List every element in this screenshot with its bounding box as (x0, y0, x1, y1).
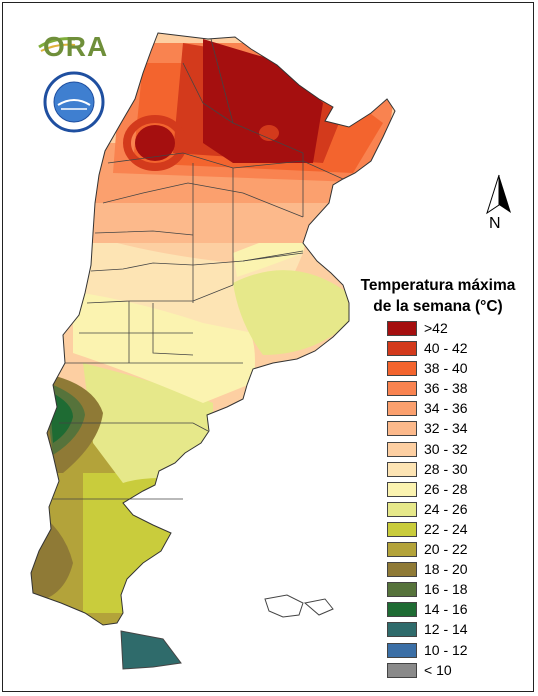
legend-swatch (387, 361, 417, 377)
legend-title: Temperatura máxima de la semana (°C) (345, 275, 531, 317)
hotspot-northwest-ring (123, 115, 187, 171)
ora-logo-text: ORA (43, 31, 109, 62)
legend-item: 36 - 38 (387, 379, 527, 399)
legend-label: 26 - 28 (424, 480, 468, 497)
legend-swatch (387, 622, 417, 638)
legend-label: 14 - 16 (424, 601, 468, 618)
legend-swatch (387, 481, 417, 497)
legend-item: 10 - 12 (387, 641, 527, 661)
legend-swatch (387, 461, 417, 477)
legend-item: 32 - 34 (387, 419, 527, 439)
legend-label: 32 - 34 (424, 420, 468, 437)
legend-label: 10 - 12 (424, 641, 468, 658)
legend-item: 24 - 26 (387, 500, 527, 520)
legend-item: 18 - 20 (387, 560, 527, 580)
legend-swatch (387, 582, 417, 598)
legend-label: 36 - 38 (424, 380, 468, 397)
legend-label: 22 - 24 (424, 520, 468, 537)
zone-24-26-east (233, 270, 349, 355)
legend-item: 38 - 40 (387, 359, 527, 379)
legend-label: 20 - 22 (424, 541, 468, 558)
legend-label: 18 - 20 (424, 561, 468, 578)
legend-label: < 10 (424, 661, 452, 678)
legend-label: 30 - 32 (424, 440, 468, 457)
legend-item: 40 - 42 (387, 339, 527, 359)
hotspot-northwest (135, 125, 175, 161)
legend-swatch (387, 381, 417, 397)
legend-item: 22 - 24 (387, 520, 527, 540)
legend-swatch (387, 401, 417, 417)
legend-swatch (387, 542, 417, 558)
legend-item: 28 - 30 (387, 460, 527, 480)
legend-label: 28 - 30 (424, 460, 468, 477)
ora-logo: ORA (35, 29, 113, 63)
legend-title-line1: Temperatura máxima (360, 277, 516, 294)
legend-label: 34 - 36 (424, 400, 468, 417)
legend-swatch (387, 562, 417, 578)
zone-22-24 (83, 473, 203, 613)
legend-item: 30 - 32 (387, 440, 527, 460)
smn-seal-logo (43, 71, 105, 133)
legend: >42 40 - 42 38 - 40 36 - 38 34 - 36 32 - 34 30… (387, 319, 527, 681)
province-boundaries (53, 38, 344, 500)
legend-item: 26 - 28 (387, 480, 527, 500)
legend-swatch (387, 441, 417, 457)
legend-swatch (387, 501, 417, 517)
north-arrow: N (481, 173, 517, 237)
legend-item: 34 - 36 (387, 399, 527, 419)
legend-swatch (387, 662, 417, 678)
cooler-spot (259, 125, 279, 141)
legend-swatch (387, 642, 417, 658)
malvinas-islands (264, 594, 334, 618)
temperature-map (30, 32, 396, 670)
legend-label: 38 - 40 (424, 360, 468, 377)
legend-item: < 10 (387, 661, 527, 681)
legend-swatch (387, 321, 417, 336)
legend-label: 24 - 26 (424, 500, 468, 517)
legend-swatch (387, 341, 417, 357)
legend-label: 40 - 42 (424, 340, 468, 357)
legend-item: >42 (387, 319, 527, 339)
legend-label: 12 - 14 (424, 621, 468, 638)
tierra-del-fuego (120, 630, 182, 670)
north-label: N (489, 215, 501, 232)
mainland-outline (30, 32, 396, 626)
legend-item: 14 - 16 (387, 600, 527, 620)
legend-title-line2: de la semana (°C) (373, 298, 503, 315)
legend-item: 12 - 14 (387, 620, 527, 640)
legend-swatch (387, 602, 417, 618)
legend-swatch (387, 421, 417, 437)
legend-swatch (387, 521, 417, 537)
legend-item: 20 - 22 (387, 540, 527, 560)
legend-label: 16 - 18 (424, 581, 468, 598)
zone-gt42 (203, 39, 323, 163)
legend-label: >42 (424, 320, 448, 336)
legend-item: 16 - 18 (387, 580, 527, 600)
